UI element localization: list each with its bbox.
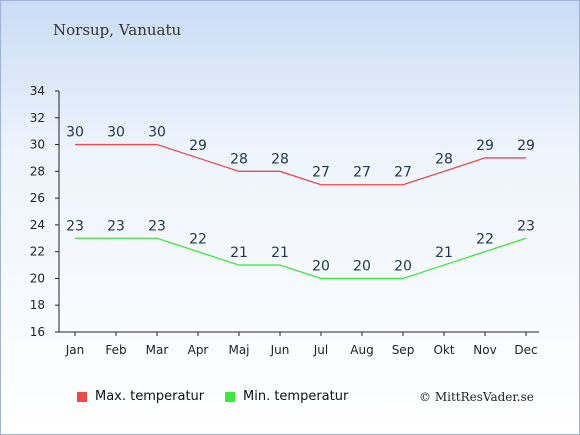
- data-label: 27: [312, 165, 330, 181]
- x-tick-label: Aug: [350, 343, 373, 357]
- data-label: 28: [230, 151, 248, 167]
- y-tick-label: 26: [30, 191, 45, 205]
- x-tick-label: Sep: [392, 343, 415, 357]
- legend-min: Min. temperatur: [225, 389, 348, 404]
- x-tick-label: Okt: [433, 343, 454, 357]
- data-label: 27: [394, 165, 412, 181]
- y-tick-label: 18: [30, 298, 45, 312]
- y-tick-label: 24: [30, 218, 45, 232]
- data-label: 20: [312, 258, 330, 274]
- data-label: 30: [107, 125, 125, 141]
- legend-min-swatch: [225, 391, 235, 402]
- x-tick-label: Maj: [228, 343, 249, 357]
- data-label: 29: [189, 138, 207, 154]
- data-label: 30: [148, 125, 166, 141]
- y-tick-label: 16: [30, 325, 45, 339]
- credit-text: © MittResVader.se: [419, 390, 534, 404]
- data-label: 29: [476, 138, 494, 154]
- legend-max: Max. temperatur: [77, 389, 204, 404]
- y-tick-label: 28: [30, 164, 45, 178]
- y-tick-label: 34: [30, 84, 45, 98]
- x-tick-label: Dec: [514, 343, 537, 357]
- x-tick-label: Jul: [313, 343, 328, 357]
- series-line-min: [75, 237, 527, 280]
- data-label: 20: [353, 258, 371, 274]
- y-tick-label: 20: [30, 271, 45, 285]
- legend-max-label: Max. temperatur: [95, 389, 205, 404]
- data-label: 23: [107, 218, 125, 234]
- data-label: 21: [435, 245, 453, 261]
- data-label: 29: [517, 138, 535, 154]
- x-tick-label: Feb: [105, 343, 126, 357]
- x-tick-label: Jan: [65, 343, 85, 357]
- x-tick-label: Mar: [146, 343, 169, 357]
- x-tick-label: Jun: [270, 343, 290, 357]
- y-tick-label: 30: [30, 138, 45, 152]
- data-label: 23: [517, 218, 535, 234]
- y-tick-label: 32: [30, 111, 45, 125]
- data-label: 27: [353, 165, 371, 181]
- data-label: 23: [66, 218, 84, 234]
- data-label: 21: [271, 245, 289, 261]
- legend-min-label: Min. temperatur: [243, 389, 349, 404]
- location-title: Norsup, Vanuatu: [53, 21, 182, 39]
- data-label: 28: [271, 151, 289, 167]
- data-label: 20: [394, 258, 412, 274]
- x-tick-label: Apr: [188, 343, 209, 357]
- legend-max-swatch: [77, 391, 87, 402]
- y-tick-label: 22: [30, 245, 45, 259]
- data-label: 22: [189, 232, 207, 248]
- data-label: 22: [476, 232, 494, 248]
- data-label: 21: [230, 245, 248, 261]
- data-label: 30: [66, 125, 84, 141]
- data-label: 28: [435, 151, 453, 167]
- series-line-max: [75, 143, 526, 186]
- data-label: 23: [148, 218, 166, 234]
- x-tick-label: Nov: [473, 343, 496, 357]
